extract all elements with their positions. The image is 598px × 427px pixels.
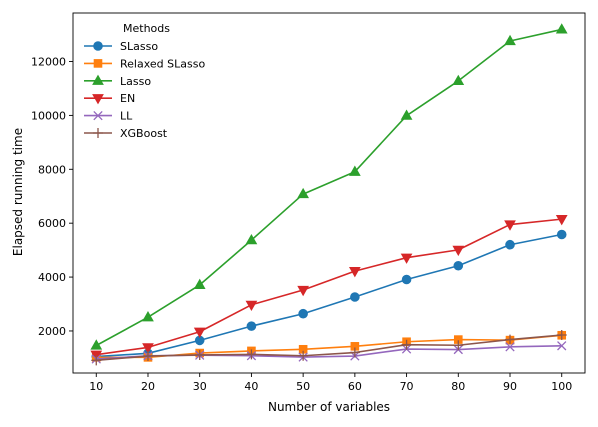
legend-marker-2	[92, 74, 104, 85]
x-tick-label-7: 80	[451, 380, 465, 393]
x-tick-label-1: 20	[141, 380, 155, 393]
legend-marker-4	[93, 110, 103, 121]
data-point-3-8	[504, 220, 516, 231]
y-tick-label-4: 10000	[31, 109, 66, 122]
x-axis-label: Number of variables	[268, 400, 390, 414]
legend-label-5: XGBoost	[120, 127, 168, 140]
series-line-2	[95, 28, 562, 347]
data-point-0-3	[246, 321, 257, 331]
legend-label-1: Relaxed SLasso	[120, 57, 205, 70]
data-point-4-9	[557, 341, 567, 351]
legend-marker-3	[92, 94, 104, 105]
data-point-2-8	[504, 34, 516, 46]
series-line-5	[96, 334, 562, 362]
series-line-3	[96, 218, 562, 356]
data-point-5-3	[246, 349, 257, 360]
legend-entry-0: SLasso	[84, 40, 158, 53]
x-tick-label-6: 70	[400, 380, 414, 393]
data-point-2-7	[452, 74, 465, 86]
legend-marker-0	[93, 41, 103, 51]
legend-label-0: SLasso	[120, 40, 158, 53]
legend-entry-2: Lasso	[84, 74, 151, 88]
x-tick-label-0: 10	[89, 380, 103, 393]
series-3	[90, 215, 568, 361]
legend-title: Methods	[123, 22, 170, 35]
y-tick-label-0: 2000	[38, 325, 66, 338]
axes-layer: 10 20 30 40 50 60 70 80 90 100 2000 4000 6000 8000 100…	[31, 12, 586, 393]
data-point-3-5	[348, 267, 361, 278]
data-point-3-2	[193, 327, 206, 338]
series-layer	[90, 23, 568, 366]
data-point-3-1	[142, 343, 154, 354]
data-point-5-7	[453, 340, 464, 351]
legend-entry-1: Relaxed SLasso	[84, 57, 205, 70]
data-point-0-8	[505, 239, 515, 250]
x-tick-label-3: 40	[244, 380, 258, 393]
data-point-2-0	[90, 339, 103, 350]
data-point-2-3	[245, 233, 258, 245]
data-point-3-9	[555, 215, 568, 226]
data-point-2-4	[297, 187, 310, 199]
data-point-5-0	[91, 355, 102, 366]
legend-entry-4: LL	[84, 110, 133, 123]
legend-entry-5: XGBoost	[84, 127, 168, 140]
data-point-0-7	[453, 260, 464, 271]
data-point-0-9	[556, 229, 567, 240]
data-point-2-5	[348, 165, 361, 176]
data-point-3-7	[452, 245, 465, 257]
data-point-5-4	[298, 350, 309, 361]
data-point-2-1	[142, 311, 154, 322]
y-tick-label-2: 6000	[38, 217, 66, 230]
data-point-5-5	[349, 347, 360, 358]
data-point-0-4	[298, 308, 308, 319]
legend-label-4: LL	[120, 110, 133, 123]
legend-entry-3: EN	[84, 92, 135, 105]
x-tick-label-2: 30	[193, 380, 207, 393]
data-point-2-9	[555, 23, 568, 34]
x-tick-label-4: 50	[296, 380, 310, 393]
data-point-0-6	[401, 274, 412, 285]
data-point-5-9	[556, 330, 567, 341]
data-point-2-2	[193, 278, 206, 289]
legend-label-2: Lasso	[120, 75, 151, 88]
x-tick-label-5: 60	[348, 380, 362, 393]
series-2	[90, 23, 568, 350]
data-point-3-3	[245, 300, 258, 312]
series-line-0	[96, 233, 562, 358]
data-point-5-2	[194, 349, 205, 360]
data-point-5-1	[142, 351, 153, 362]
data-point-4-8	[505, 342, 515, 352]
data-point-0-5	[350, 292, 360, 302]
y-tick-label-1: 4000	[38, 271, 66, 284]
data-point-3-6	[400, 253, 413, 264]
legend-marker-1	[93, 59, 103, 68]
legend-label-3: EN	[120, 92, 135, 105]
data-point-3-4	[297, 285, 310, 297]
legend-marker-5	[93, 128, 103, 138]
data-point-5-8	[505, 334, 516, 345]
data-point-5-6	[401, 339, 412, 350]
y-axis-label: Elapsed running time	[11, 128, 25, 256]
x-tick-label-8: 90	[503, 380, 517, 393]
data-point-2-6	[400, 109, 413, 120]
legend: Methods SLasso Relaxed SLasso Lasso EN LL XGBo…	[84, 22, 205, 140]
y-tick-label-3: 8000	[38, 163, 66, 176]
plot-frame	[72, 12, 586, 374]
x-tick-label-9: 100	[551, 380, 572, 393]
series-5	[91, 330, 567, 366]
y-tick-label-5: 12000	[31, 56, 66, 69]
